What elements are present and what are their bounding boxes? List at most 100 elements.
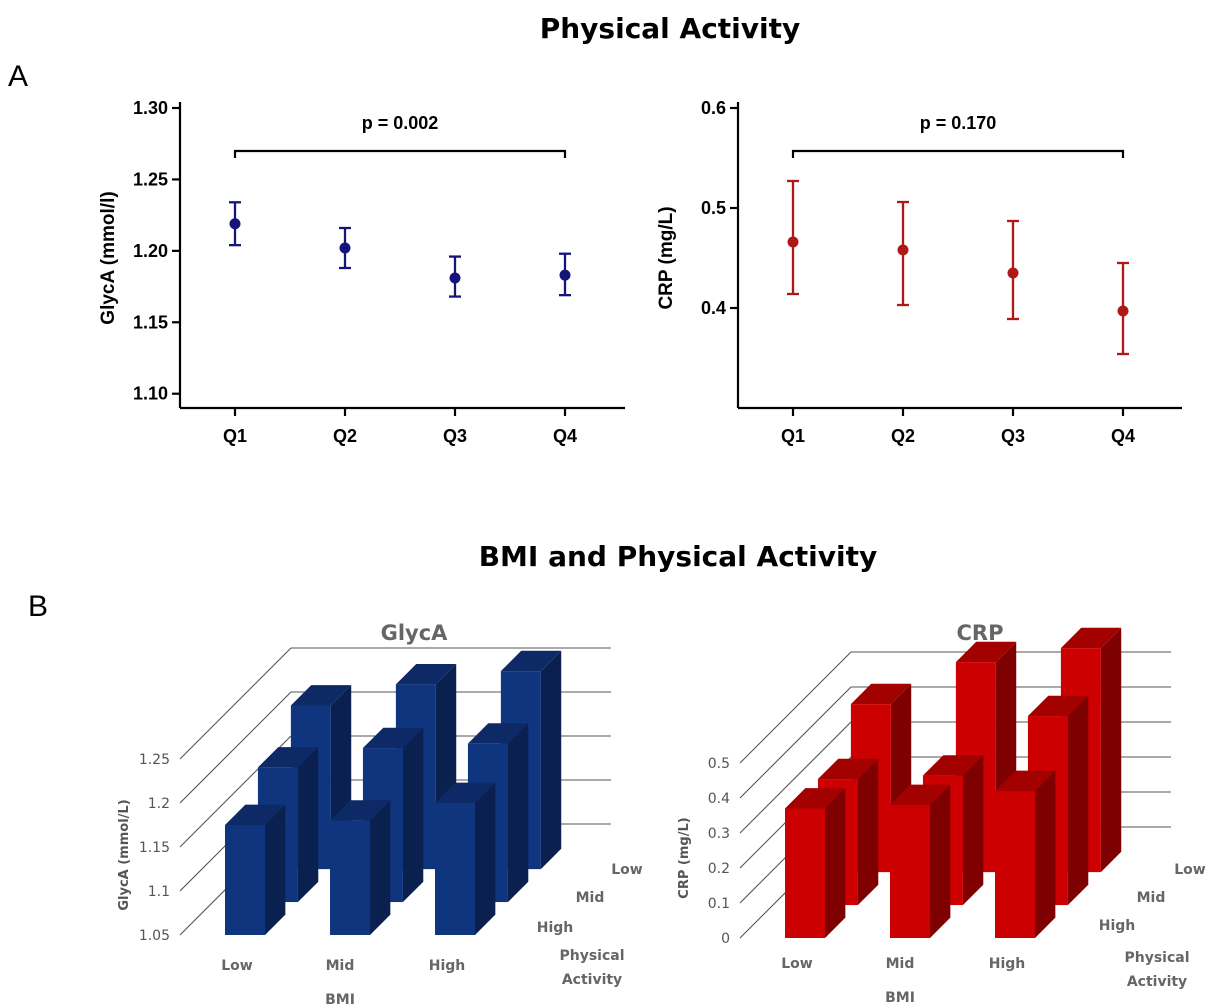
x-tick-label: Low [781, 956, 813, 972]
depth-tick-label: Mid [576, 890, 605, 906]
bar-side [1035, 770, 1056, 938]
data-point [1007, 267, 1019, 279]
depth-tick-label: Mid [1137, 890, 1166, 906]
depth-tick-label: High [1099, 918, 1136, 934]
x-tick-label: High [989, 956, 1026, 972]
section-b-title: BMI and Physical Activity [479, 540, 878, 573]
significance-bracket [233, 149, 567, 158]
gridline-depth [739, 686, 852, 799]
crp-quartile-chart: 0.4 0.5 0.6 Q1 Q2 Q3 Q4 CRP (mg/L) p = 0.170 [656, 98, 1182, 446]
bar-side [297, 747, 319, 903]
section-a-title: Physical Activity [540, 12, 801, 45]
depth-axis-title: Physical [559, 948, 624, 964]
y-tick-label: 1.30 [133, 98, 168, 118]
bar-side [265, 804, 286, 935]
gridline-depth [739, 651, 852, 764]
bar-top [817, 758, 879, 780]
x-tick-label: Q1 [223, 426, 247, 446]
x-tick-label: Q2 [891, 426, 915, 446]
data-point [1117, 305, 1129, 317]
depth-axis-title: Activity [562, 972, 622, 988]
bar-top [500, 650, 562, 672]
chart-title: CRP [957, 621, 1004, 645]
y-tick-label: 1.15 [139, 840, 170, 856]
x-tick-label: Q2 [333, 426, 357, 446]
data-point [229, 218, 241, 230]
bar-top [362, 727, 424, 749]
y-tick-label: 1.10 [133, 384, 168, 404]
y-axis-title: GlycA (mmol/l) [98, 191, 119, 324]
bar-top [330, 800, 391, 821]
bar-side [1067, 695, 1089, 906]
y-tick-label: 1.20 [133, 241, 168, 261]
y-axis-title: CRP (mg/L) [656, 206, 677, 309]
y-tick-label: 0.3 [708, 826, 730, 842]
x-tick-label: Q1 [781, 426, 805, 446]
depth-axis-title: Physical [1124, 950, 1189, 966]
bar-top [290, 685, 352, 706]
x-tick-label: High [429, 958, 466, 974]
bar-top [890, 784, 951, 805]
data-point [559, 269, 571, 281]
data-point [897, 244, 909, 256]
y-axis-title: GlycA (mmol/L) [117, 799, 132, 910]
y-tick-label: 0.2 [708, 861, 730, 877]
bar-top [785, 788, 846, 809]
panel-a-letter: A [8, 60, 28, 93]
y-tick-label: 1.25 [133, 169, 168, 189]
x-tick-label: Q4 [553, 426, 577, 446]
x-tick-label: Q3 [443, 426, 467, 446]
y-tick-label: 1.05 [139, 928, 170, 944]
gridline-depth [179, 691, 292, 804]
x-tick-label: Mid [886, 956, 915, 972]
bar-side [857, 758, 879, 906]
x-axis-title: BMI [325, 992, 355, 1008]
bar-top [225, 804, 286, 825]
x-tick-label: Low [221, 958, 253, 974]
y-tick-label: 0.4 [701, 298, 726, 318]
gridline-depth [179, 647, 292, 760]
bar-top [1027, 695, 1089, 717]
chart-title: GlycA [381, 621, 449, 645]
bar-top [467, 723, 529, 744]
depth-tick-label: Low [611, 862, 643, 878]
bar [435, 803, 475, 935]
p-value-annotation: p = 0.002 [362, 113, 439, 133]
bar-side [540, 650, 562, 870]
bar-top [850, 683, 912, 705]
glyca-quartile-chart: 1.10 1.15 1.20 1.25 1.30 Q1 Q2 Q3 Q4 GlycA (mmol/… [98, 98, 625, 446]
bar [890, 805, 930, 938]
x-tick-label: Q4 [1111, 426, 1135, 446]
bar-side [930, 784, 951, 938]
panel-b-letter: B [28, 590, 48, 623]
y-tick-label: 1.15 [133, 312, 168, 332]
y-tick-label: 0.1 [708, 896, 730, 912]
bar-side [402, 727, 424, 903]
bar-side [1100, 627, 1122, 873]
bar [995, 791, 1035, 938]
bar-top [257, 747, 319, 768]
gridline-depth [739, 721, 852, 834]
data-point [339, 242, 351, 254]
data-point [787, 236, 799, 248]
bar-top [395, 663, 457, 685]
x-tick-label: Mid [326, 958, 355, 974]
y-tick-label: 1.25 [139, 752, 170, 768]
depth-axis-title: Activity [1127, 974, 1187, 990]
depth-tick-label: High [537, 920, 574, 936]
significance-bracket [791, 149, 1125, 158]
bar-top [955, 641, 1017, 663]
y-tick-label: 0.5 [701, 198, 726, 218]
y-tick-label: 1.1 [148, 884, 170, 900]
data-point [449, 272, 461, 284]
bar-top [435, 782, 496, 803]
bar-side [825, 788, 846, 938]
bar [225, 825, 265, 935]
x-axis-title: BMI [885, 990, 915, 1006]
bar-side [962, 755, 984, 906]
bar-top [922, 755, 984, 776]
bar-side [475, 782, 496, 935]
bar-side [507, 723, 529, 903]
